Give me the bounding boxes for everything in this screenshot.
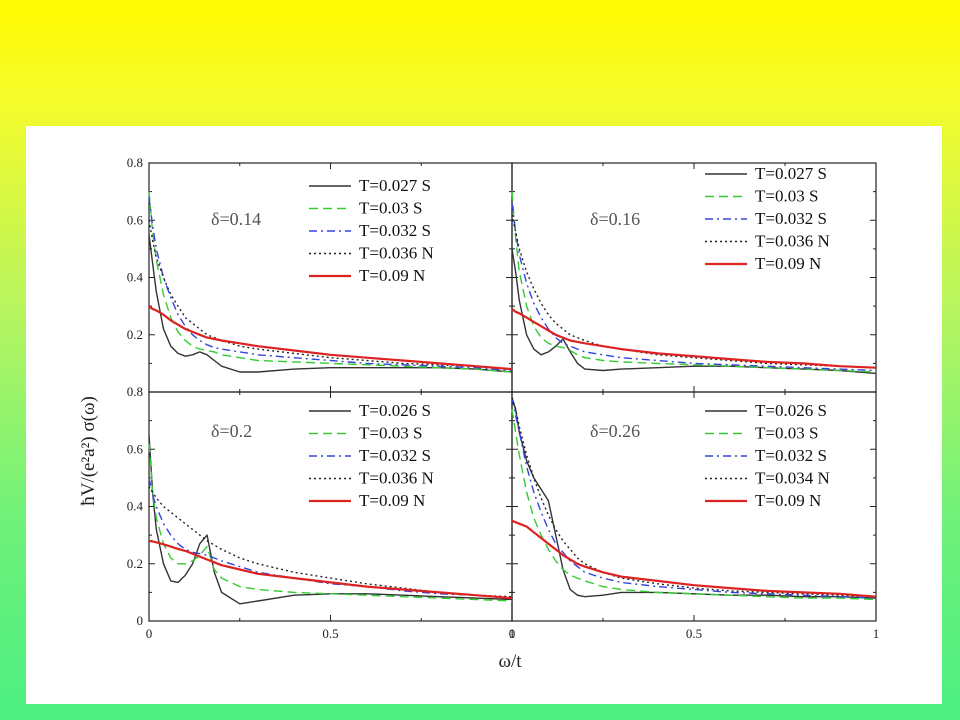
series-line-panel2-5 [511,308,877,369]
x-tick-label: 0 [509,626,516,641]
y-tick-label: 0.4 [127,270,144,285]
panel-label-delta: δ=0.14 [211,209,261,229]
series-line-panel1-1 [148,234,513,373]
series-line-panel4-2 [511,409,877,601]
legend-entry: T=0.036 N [755,232,830,251]
legend-entry: T=0.027 S [755,164,827,183]
panel-label-delta: δ=0.16 [590,209,640,229]
y-tick-label: 0.6 [127,441,144,456]
series-line-panel3-2 [148,443,513,602]
series-line-panel4-5 [511,519,877,598]
legend-entry: T=0.026 S [755,401,827,420]
y-tick-label: 0.2 [127,327,143,342]
legend-entry: T=0.032 S [359,446,431,465]
legend-entry: T=0.036 N [359,244,434,263]
legend-entry: T=0.027 S [359,176,431,195]
legend-entry: T=0.09 N [359,491,425,510]
series-line-panel3-4 [148,486,513,598]
x-tick-label: 1 [509,626,516,641]
series-line-panel2-3 [511,203,877,372]
legend-entry: T=0.03 S [359,424,422,443]
legend-entry: T=0.03 S [755,187,818,206]
legend-entry: T=0.03 S [359,199,422,218]
legend-entry: T=0.026 S [359,401,431,420]
legend-entry: T=0.032 S [755,209,827,228]
series-line-panel1-3 [148,197,513,372]
legend-entry: T=0.03 S [755,424,818,443]
x-tick-label: 1 [873,626,880,641]
series-line-panel3-5 [148,539,513,600]
x-axis-label: ω/t [498,651,522,672]
panel-frame-3 [148,391,513,622]
series-line-panel2-4 [511,214,877,369]
legend-layer: δ=0.14 T=0.027 S T=0.03 S T=0.032 S T=0.036 … [211,164,830,510]
series-line-panel2-2 [511,191,877,373]
legend-entry: T=0.032 S [359,221,431,240]
x-tick-label: 0.5 [322,626,338,641]
panel-label-delta: δ=0.26 [590,421,640,441]
series-line-panel3-1 [148,434,513,605]
series-line-panel4-1 [511,397,877,599]
panel-frame-2 [511,162,877,393]
y-tick-label: 0.8 [127,384,143,399]
y-tick-label: 0 [137,613,144,628]
legend-entry: T=0.09 N [359,266,425,285]
y-tick-label: 0.2 [127,556,143,571]
x-tick-label: 0.5 [686,626,702,641]
y-tick-label: 0.6 [127,212,144,227]
legend-entry: T=0.036 N [359,469,434,488]
panel-frame-1 [148,162,513,393]
series-line-panel1-2 [148,191,513,373]
legend-entry: T=0.09 N [755,491,821,510]
ticks-layer: 0.20.40.60.800.20.40.60.80 0.5 10 0.5 1 [127,155,880,641]
series-line-panel1-5 [148,305,513,371]
legend-entry: T=0.032 S [755,446,827,465]
legend-entry: T=0.034 N [755,469,830,488]
panel-frame-4 [511,391,877,622]
y-tick-label: 0.4 [127,499,144,514]
series-line-panel1-4 [148,220,513,370]
legend-entry: T=0.09 N [755,254,821,273]
x-tick-label: 0 [146,626,153,641]
figure-svg: 0.20.40.60.800.20.40.60.80 0.5 10 0.5 1 δ=0.… [78,155,880,672]
series-line-panel2-1 [511,248,877,375]
slide-panel: 0.2 0.4 0.6 0.8 0 0.2 0.4 0.6 0.8 0 0.5 1 0 0.5 1 δ=0.… [26,126,942,704]
series-line-panel4-3 [511,397,877,599]
panel-label-delta: δ=0.2 [211,421,252,441]
y-tick-label: 0.8 [127,155,143,170]
series-layer [148,191,877,605]
series-line-panel4-4 [511,397,877,598]
y-axis-label: ħV/(e²a²) σ(ω) [78,396,99,506]
